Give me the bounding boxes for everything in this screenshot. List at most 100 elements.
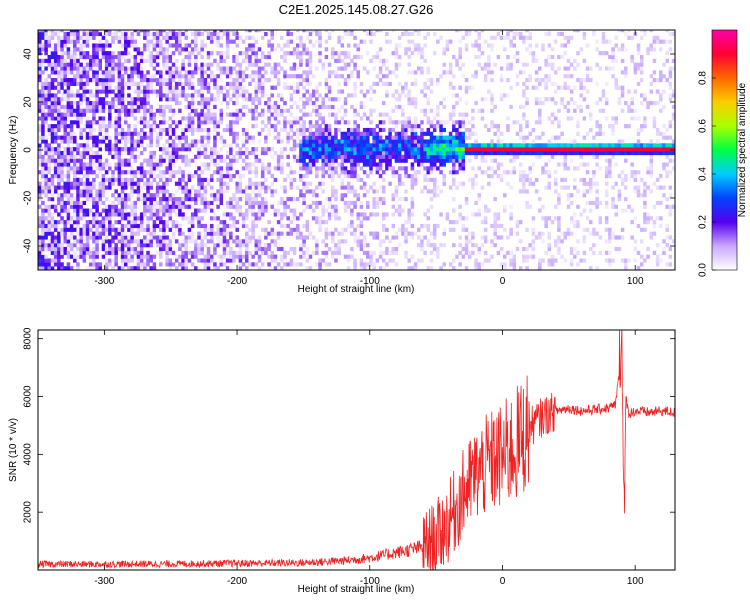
heatmap-cell <box>149 204 153 209</box>
heatmap-cell <box>280 246 284 252</box>
heatmap-cell <box>130 174 134 179</box>
heatmap-cell <box>292 139 297 144</box>
heatmap-cell <box>289 124 294 129</box>
heatmap-cell <box>98 162 102 167</box>
heatmap-cell <box>159 254 163 259</box>
heatmap-cell <box>311 30 316 33</box>
heatmap-cell <box>302 162 306 167</box>
heatmap-cell <box>120 227 125 232</box>
heatmap-cell <box>47 147 52 152</box>
heatmap-cell <box>194 30 198 33</box>
heatmap-cell <box>203 197 208 202</box>
heatmap-cell <box>200 47 204 52</box>
heatmap-cell <box>101 51 106 56</box>
heatmap-cell <box>346 158 351 163</box>
heatmap-cell <box>292 208 297 213</box>
heatmap-cell <box>168 85 173 90</box>
heatmap-cell <box>385 135 389 140</box>
heatmap-cell <box>318 262 322 267</box>
heatmap-cell <box>385 112 389 117</box>
heatmap-cell <box>85 239 90 244</box>
heatmap-cell <box>464 89 469 94</box>
heatmap-cell <box>117 124 122 129</box>
heatmap-cell <box>260 181 265 186</box>
heatmap-cell <box>461 112 466 117</box>
heatmap-cell <box>289 197 294 202</box>
heatmap-cell <box>165 246 169 252</box>
heatmap-cell <box>213 30 217 33</box>
heatmap-cell <box>305 51 310 56</box>
heatmap-cell <box>359 185 364 190</box>
heatmap-cell <box>41 70 45 75</box>
heatmap-cell <box>120 216 125 221</box>
heatmap-cell <box>346 223 351 229</box>
heatmap-cell <box>149 193 153 198</box>
heatmap-cell <box>452 93 456 98</box>
heatmap-cell <box>276 162 281 167</box>
heatmap-cell <box>162 35 166 40</box>
heatmap-cell <box>165 131 169 136</box>
heatmap-cell <box>194 70 198 75</box>
heatmap-cell <box>149 150 153 156</box>
heatmap-cell <box>95 58 99 63</box>
heatmap-cell <box>518 162 523 167</box>
heatmap-cell <box>60 51 64 56</box>
heatmap-cell <box>324 139 329 144</box>
heatmap-cell <box>79 85 83 90</box>
heatmap-cell <box>426 147 431 152</box>
heatmap-cell <box>216 166 220 171</box>
heatmap-cell <box>92 223 96 229</box>
heatmap-cell <box>38 70 42 75</box>
heatmap-cell <box>372 189 376 194</box>
heatmap-cell <box>324 39 329 44</box>
heatmap-cell <box>343 208 348 213</box>
heatmap-cell <box>528 43 532 48</box>
heatmap-cell <box>260 120 265 125</box>
heatmap-cell <box>38 243 42 248</box>
heatmap-cell <box>429 266 434 270</box>
heatmap-cell <box>362 250 367 255</box>
heatmap-cell <box>38 127 42 133</box>
heatmap-cell <box>346 266 351 270</box>
heatmap-cell <box>353 262 357 267</box>
heatmap-cell <box>337 143 341 148</box>
heatmap-cell <box>92 104 96 110</box>
heatmap-cell <box>369 162 373 167</box>
heatmap-cell <box>337 139 341 144</box>
heatmap-cell <box>108 231 112 236</box>
heatmap-cell <box>525 120 529 125</box>
heatmap-cell <box>346 62 351 67</box>
heatmap-cell <box>38 81 42 86</box>
heatmap-cell <box>356 216 360 221</box>
heatmap-cell <box>152 74 157 79</box>
heatmap-cell <box>487 208 491 213</box>
heatmap-cell <box>130 231 134 236</box>
heatmap-cell <box>286 139 290 144</box>
heatmap-cell <box>461 181 466 186</box>
heatmap-cell <box>57 35 61 40</box>
heatmap-cell <box>321 189 325 194</box>
heatmap-cell <box>276 139 281 144</box>
heatmap-cell <box>197 208 201 213</box>
heatmap-cell <box>117 116 122 121</box>
heatmap-cell <box>381 139 386 144</box>
heatmap-cell <box>165 223 169 229</box>
heatmap-cell <box>448 66 453 71</box>
heatmap-cell <box>120 181 125 186</box>
heatmap-cell <box>139 216 144 221</box>
heatmap-cell <box>203 104 208 110</box>
heatmap-cell <box>190 81 195 86</box>
heatmap-cell <box>318 43 322 48</box>
heatmap-cell <box>499 246 504 252</box>
heatmap-cell <box>69 231 74 236</box>
heatmap-cell <box>73 35 77 40</box>
heatmap-cell <box>369 154 373 159</box>
heatmap-cell <box>273 189 278 194</box>
heatmap-cell <box>359 143 364 148</box>
heatmap-cell <box>245 246 249 252</box>
heatmap-cell <box>404 147 408 152</box>
heatmap-cell <box>394 174 399 179</box>
heatmap-cell <box>174 89 179 94</box>
heatmap-cell <box>467 147 472 152</box>
heatmap-cell <box>496 212 501 217</box>
